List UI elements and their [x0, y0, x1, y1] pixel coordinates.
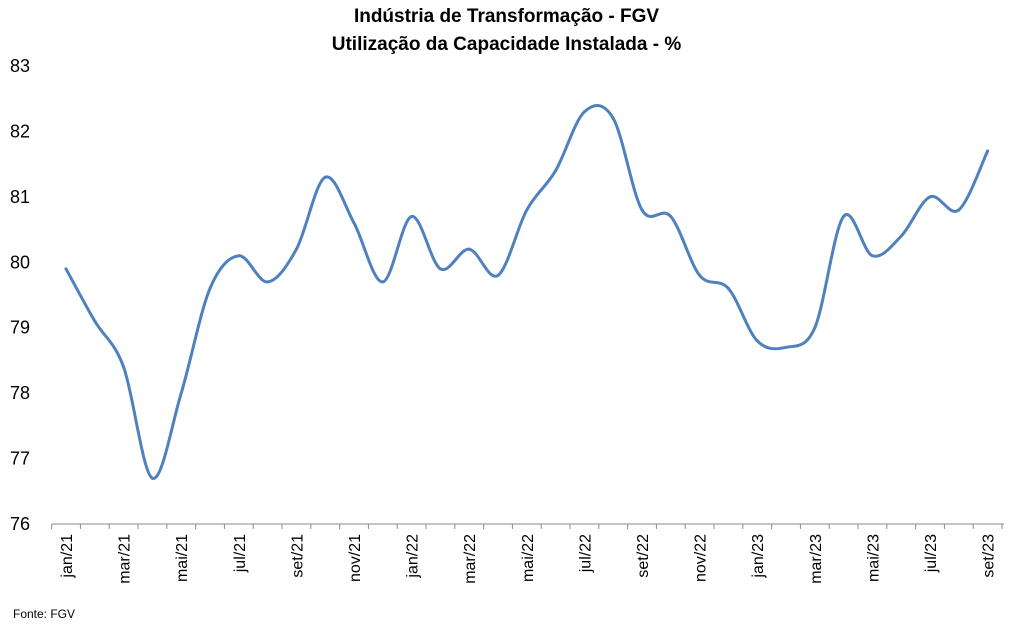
- x-axis: jan/21 mar/21 mai/21 jul/21 set/21 nov/21 jan/…: [59, 534, 998, 584]
- y-tick-label: 76: [10, 514, 30, 534]
- data-point: [381, 280, 385, 284]
- data-point: [467, 247, 471, 251]
- source-note: Fonte: FGV: [13, 607, 76, 621]
- series-line: [64, 104, 990, 480]
- y-axis: 76 77 78 79 80 81 82 83: [10, 56, 30, 534]
- x-tick-label: jul/23: [923, 534, 940, 573]
- data-point: [93, 319, 97, 323]
- data-point: [554, 169, 558, 173]
- data-point: [842, 214, 846, 218]
- data-points: [64, 110, 990, 480]
- data-point: [899, 234, 903, 238]
- x-tick-label: nov/22: [693, 534, 710, 582]
- data-point: [294, 247, 298, 251]
- x-tick-label: mai/23: [865, 534, 882, 582]
- data-point: [813, 326, 817, 330]
- data-point: [525, 208, 529, 212]
- data-point: [986, 149, 990, 153]
- y-tick-label: 80: [10, 252, 30, 272]
- data-point: [323, 175, 327, 179]
- chart-subtitle: Utilização da Capacidade Instalada - %: [331, 34, 682, 55]
- x-tick-label: jul/22: [577, 534, 594, 573]
- x-tick-label: jan/22: [405, 534, 422, 579]
- data-point: [611, 116, 615, 120]
- x-tick-label: jan/21: [59, 534, 76, 579]
- y-tick-label: 77: [10, 449, 30, 469]
- data-point: [669, 214, 673, 218]
- data-point: [582, 110, 586, 114]
- y-tick-label: 81: [10, 187, 30, 207]
- x-tick-label: mar/22: [462, 534, 479, 584]
- data-point: [496, 273, 500, 277]
- data-point: [755, 339, 759, 343]
- y-tick-label: 82: [10, 121, 30, 141]
- data-point: [64, 267, 68, 271]
- x-tick-label: set/21: [289, 534, 306, 578]
- x-axis-tick-marks: [51, 524, 1003, 529]
- data-point: [784, 345, 788, 349]
- data-point: [150, 476, 154, 480]
- data-point: [122, 365, 126, 369]
- data-point: [726, 286, 730, 290]
- data-point: [957, 208, 961, 212]
- x-tick-label: jan/23: [750, 534, 767, 579]
- x-tick-label: mai/22: [520, 534, 537, 582]
- chart-title: Indústria de Transformação - FGV: [353, 6, 660, 27]
- y-tick-label: 83: [10, 56, 30, 76]
- data-point: [928, 195, 932, 199]
- data-point: [698, 273, 702, 277]
- data-point: [179, 391, 183, 395]
- y-tick-label: 79: [10, 318, 30, 338]
- data-point: [237, 254, 241, 258]
- data-point: [410, 214, 414, 218]
- x-tick-label: nov/21: [347, 534, 364, 582]
- x-tick-label: set/22: [635, 534, 652, 578]
- data-point: [352, 221, 356, 225]
- x-tick-label: mar/21: [117, 534, 134, 584]
- x-tick-label: jul/21: [232, 534, 249, 573]
- data-point: [640, 208, 644, 212]
- x-tick-label: set/23: [981, 534, 998, 578]
- data-point: [870, 254, 874, 258]
- y-tick-label: 78: [10, 383, 30, 403]
- data-point: [438, 267, 442, 271]
- data-point: [266, 280, 270, 284]
- data-point: [208, 286, 212, 290]
- x-tick-label: mar/23: [808, 534, 825, 584]
- x-tick-label: mai/21: [174, 534, 191, 582]
